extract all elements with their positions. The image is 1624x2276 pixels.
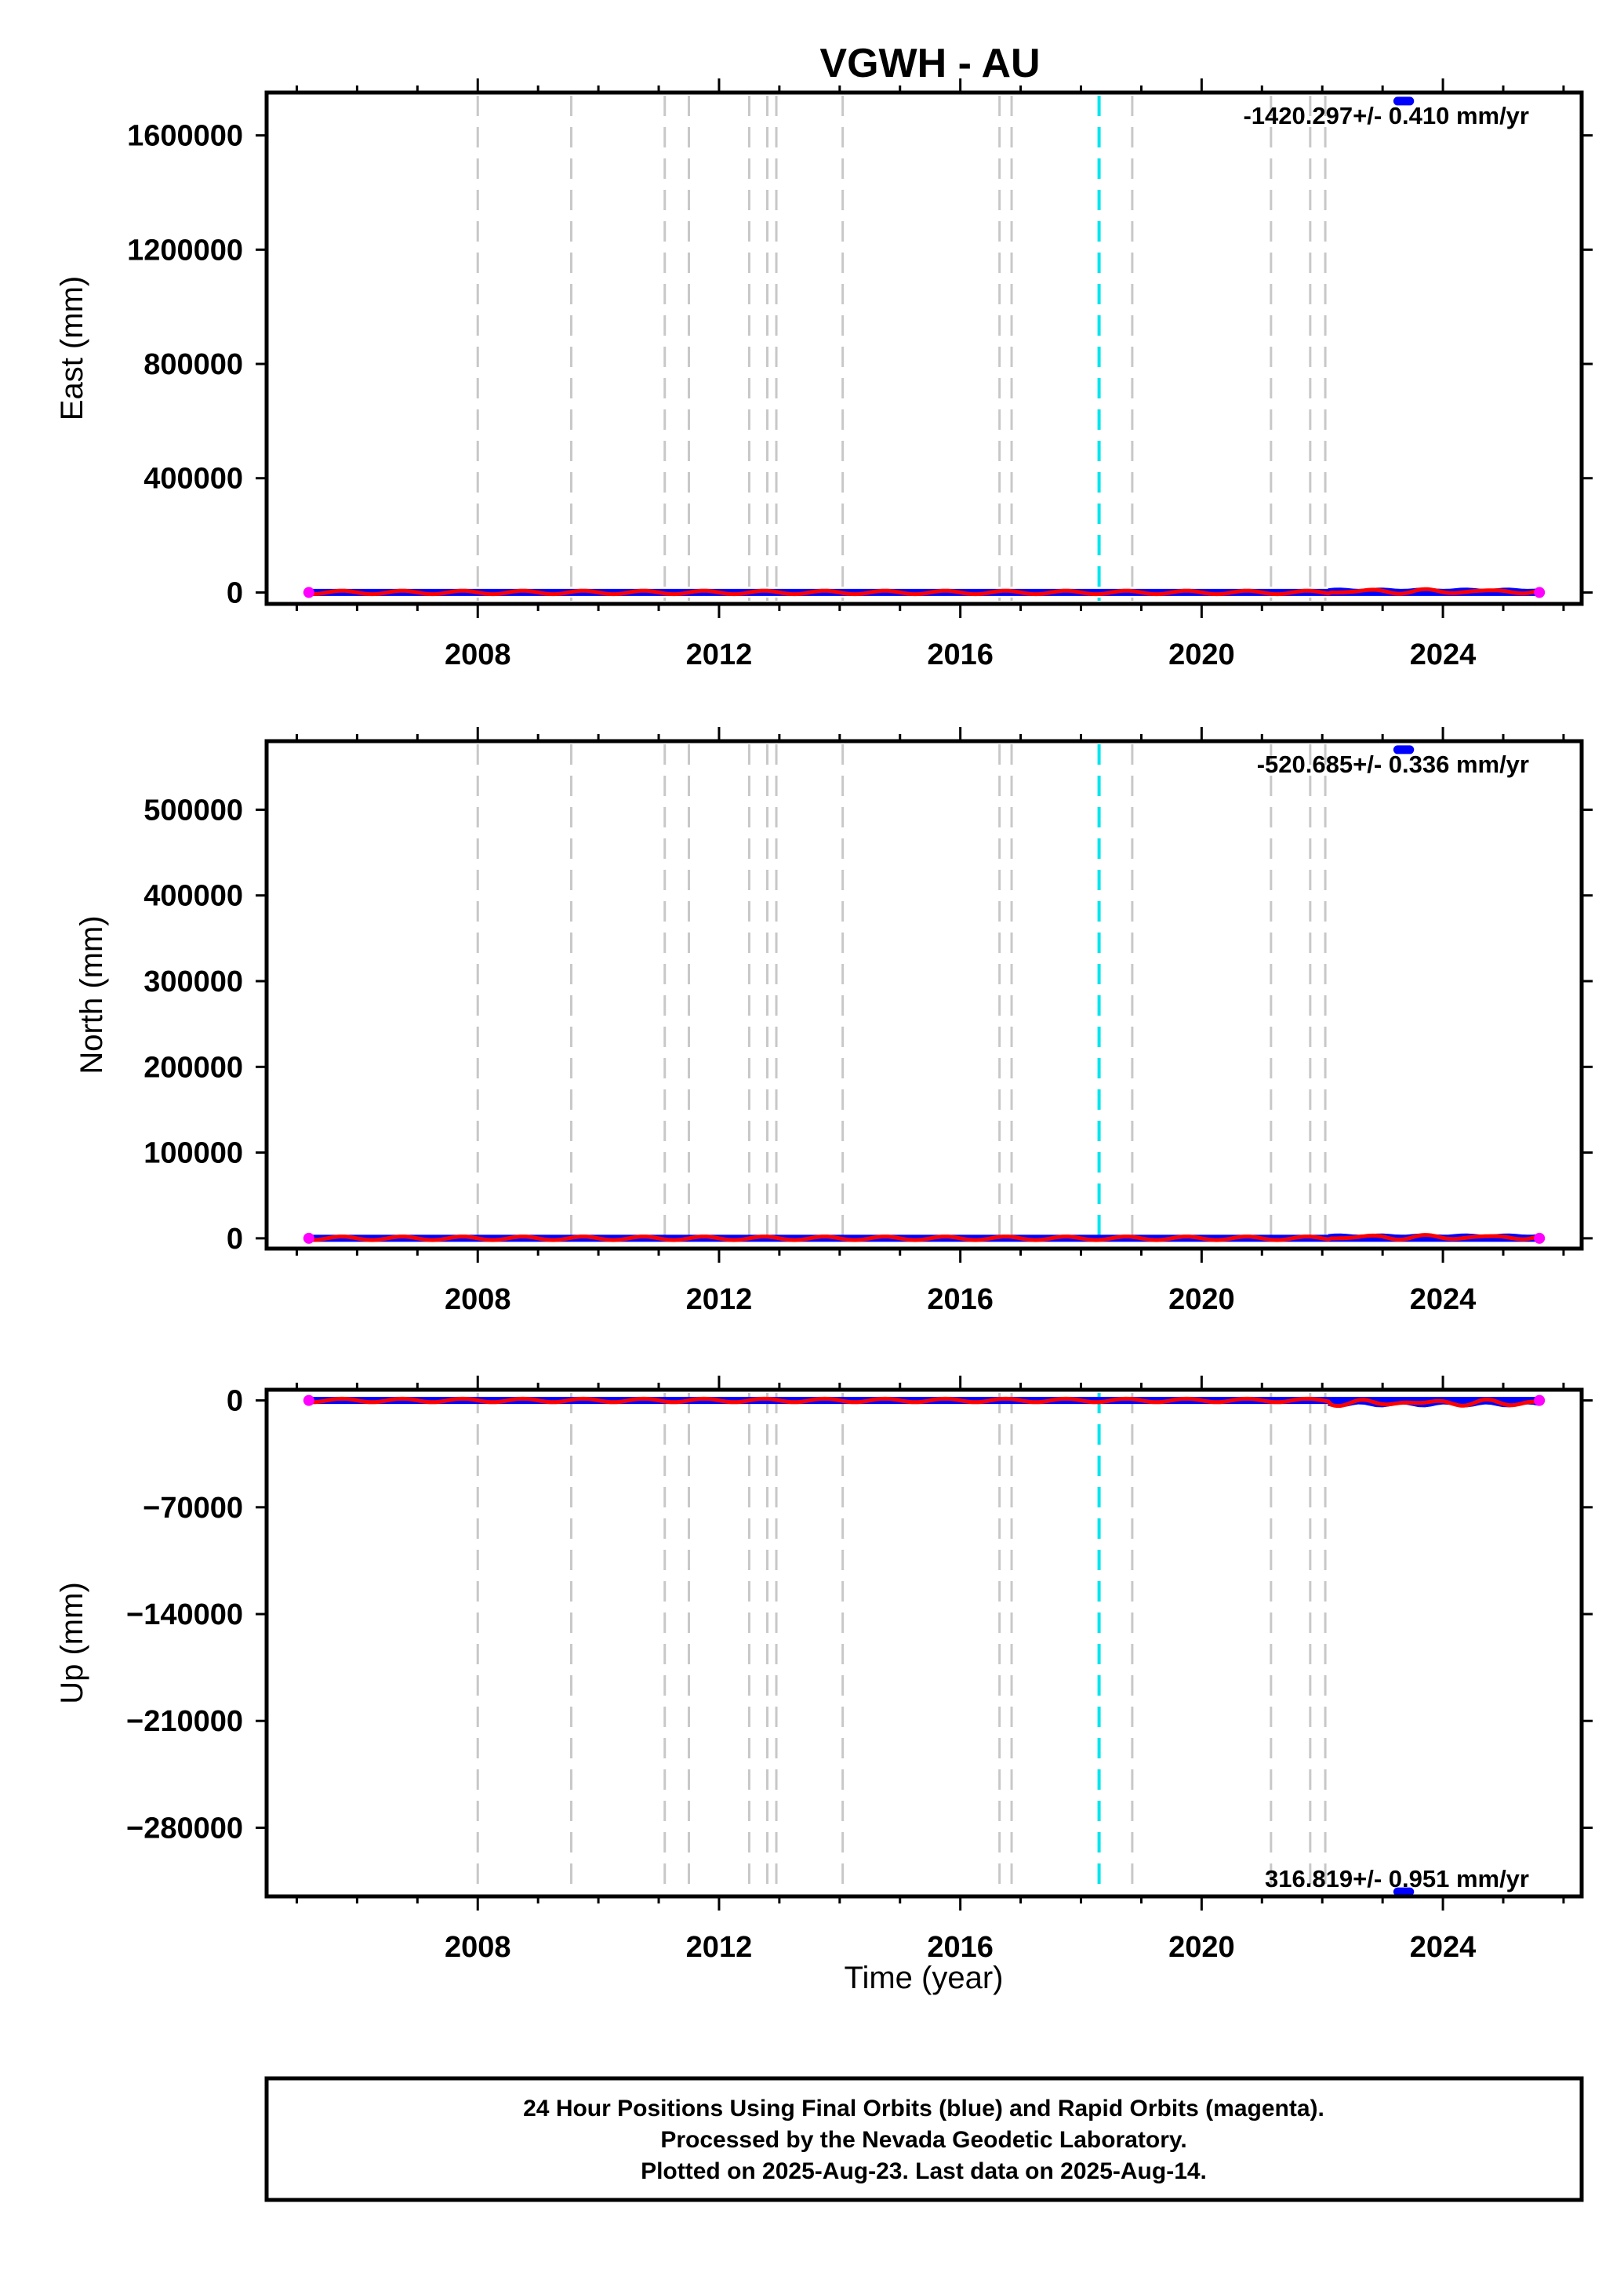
x-tick-label: 2016 [927,1931,994,1964]
x-tick-label: 2020 [1168,1283,1235,1316]
rapid-orbit-point [1534,1232,1546,1244]
panels: 0 400000 800000 1200000 1600000 2008 2012 2016 2… [55,78,1593,1995]
y-tick-label: 300000 [144,965,243,998]
x-tick-label: 2020 [1168,1931,1235,1964]
rapid-orbit-point [303,1232,314,1244]
plot-frame [264,1387,1584,1899]
y-tick-label: 1600000 [127,120,243,153]
panel-1: 0 400000 800000 1200000 1600000 2008 2012 2016 2… [55,78,1593,671]
rapid-orbit-point [1534,1394,1546,1406]
legend-box: 24 Hour Positions Using Final Orbits (bl… [264,2076,1584,2202]
x-tick-label: 2012 [686,1283,753,1316]
y-axis-label: Up (mm) [55,1582,89,1704]
plot-frame [264,90,1584,606]
legend-frame [264,2076,1584,2202]
legend-line-3: Plotted on 2025-Aug-23. Last data on 202… [641,2158,1207,2184]
y-tick-label: −70000 [143,1492,243,1525]
rapid-orbit-point [1534,587,1546,598]
x-tick-label: 2024 [1410,1931,1477,1964]
y-tick-label: 500000 [144,794,243,827]
rapid-orbit-point [303,1394,314,1406]
legend-line-2: Processed by the Nevada Geodetic Laborat… [660,2127,1186,2153]
x-tick-label: 2020 [1168,638,1235,671]
y-axis-label: North (mm) [74,915,109,1074]
x-tick-label: 2024 [1410,1283,1477,1316]
panel-2: 0 100000 200000 300000 400000 500000 2008 2012 2… [74,727,1593,1316]
model-fit-line [308,1396,1540,1409]
chart-title: VGWH - AU [819,41,1040,86]
y-tick-label: 400000 [144,880,243,913]
rapid-orbit-point [303,587,314,598]
x-tick-label: 2016 [927,1283,994,1316]
x-tick-label: 2012 [686,1931,753,1964]
x-axis-label: Time (year) [845,1961,1004,1995]
y-tick-label: 0 [227,576,243,609]
x-tick-label: 2012 [686,638,753,671]
y-tick-label: 100000 [144,1137,243,1170]
y-axis-label: East (mm) [55,276,89,420]
y-tick-label: −140000 [126,1598,243,1631]
y-tick-label: −210000 [126,1705,243,1738]
y-tick-label: −280000 [126,1812,243,1845]
y-tick-label: 200000 [144,1051,243,1084]
x-tick-label: 2008 [445,1283,511,1316]
y-tick-label: 0 [227,1223,243,1256]
panel-3: 0 −70000 −140000 −210000 −280000 2008 2012 2016… [55,1376,1593,1964]
x-tick-label: 2008 [445,638,511,671]
rate-label: -520.685+/- 0.336 mm/yr [1257,751,1529,778]
plot-frame [264,739,1584,1251]
model-fit-line [308,1233,1540,1242]
legend-line-1: 24 Hour Positions Using Final Orbits (bl… [523,2096,1324,2121]
x-tick-label: 2016 [927,638,994,671]
y-tick-label: 800000 [144,348,243,381]
y-tick-label: 1200000 [127,234,243,267]
x-tick-label: 2024 [1410,638,1477,671]
model-fit-line [308,587,1540,597]
y-tick-label: 0 [227,1385,243,1418]
y-tick-label: 400000 [144,463,243,496]
rate-label: -1420.297+/- 0.410 mm/yr [1243,102,1529,129]
x-tick-label: 2008 [445,1931,511,1964]
rate-label: 316.819+/- 0.951 mm/yr [1265,1865,1529,1892]
